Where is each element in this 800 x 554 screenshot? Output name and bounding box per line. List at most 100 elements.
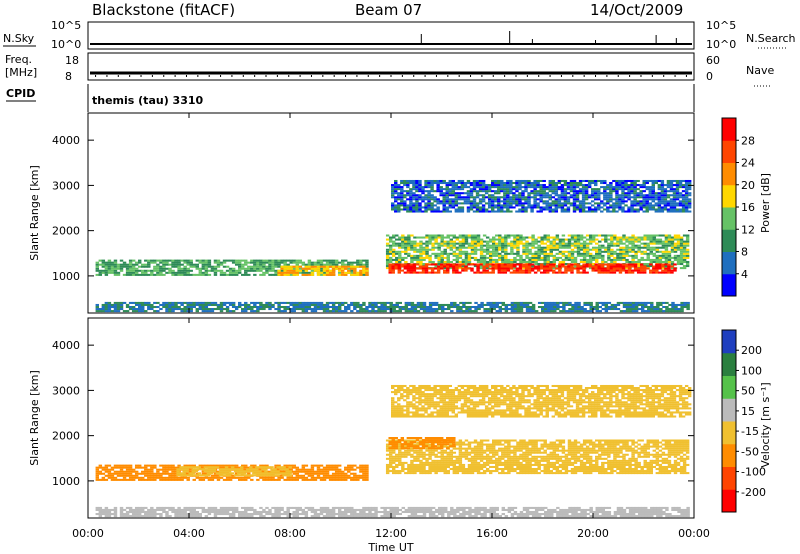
data-cell xyxy=(428,268,431,270)
data-cell xyxy=(671,257,674,259)
data-cell xyxy=(628,263,631,265)
data-cell xyxy=(688,188,691,190)
data-cell xyxy=(268,262,271,264)
data-cell xyxy=(586,302,589,304)
data-cell xyxy=(561,188,564,190)
data-cell xyxy=(208,310,211,312)
data-cell xyxy=(123,274,126,276)
data-cell xyxy=(399,308,402,310)
data-cell xyxy=(311,272,314,274)
data-cell xyxy=(443,204,446,206)
data-cell xyxy=(259,262,262,264)
data-cell xyxy=(344,266,347,268)
data-cell xyxy=(504,263,507,265)
data-cell xyxy=(607,272,610,274)
data-cell xyxy=(568,259,571,261)
data-cell xyxy=(598,234,601,236)
data-cell xyxy=(431,239,434,241)
data-cell xyxy=(570,270,573,272)
data-cell xyxy=(613,270,616,272)
data-cell xyxy=(332,306,335,308)
data-cell xyxy=(607,265,610,267)
data-cell xyxy=(552,182,555,184)
data-cell xyxy=(662,251,665,253)
data-cell xyxy=(491,263,494,265)
data-cell xyxy=(296,475,299,477)
data-cell xyxy=(621,188,624,190)
data-cell xyxy=(480,251,483,253)
data-cell xyxy=(371,302,374,304)
data-cell xyxy=(305,465,308,467)
data-cell xyxy=(395,268,398,270)
data-cell xyxy=(262,268,265,270)
data-cell xyxy=(430,180,433,182)
data-cell xyxy=(579,200,582,202)
data-cell xyxy=(603,192,606,194)
data-cell xyxy=(528,270,531,272)
data-cell xyxy=(616,263,619,265)
data-cell xyxy=(470,204,473,206)
data-cell xyxy=(543,180,546,182)
data-cell xyxy=(401,263,404,265)
data-cell xyxy=(595,243,598,245)
data-cell xyxy=(485,190,488,192)
data-cell xyxy=(461,180,464,182)
data-cell xyxy=(673,268,676,270)
data-cell xyxy=(486,243,489,245)
data-cell xyxy=(317,471,320,473)
data-cell xyxy=(635,306,638,308)
data-cell xyxy=(153,465,156,467)
data-cell xyxy=(217,262,220,264)
data-cell xyxy=(467,208,470,210)
data-cell xyxy=(443,192,446,194)
data-cell xyxy=(644,310,647,312)
data-cell xyxy=(205,268,208,270)
data-cell xyxy=(401,245,404,247)
data-cell xyxy=(570,184,573,186)
data-cell xyxy=(601,259,604,261)
data-cell xyxy=(393,306,396,308)
data-cell xyxy=(389,259,392,261)
data-cell xyxy=(520,306,523,308)
data-cell xyxy=(418,184,421,186)
data-cell xyxy=(365,260,368,262)
data-cell xyxy=(606,184,609,186)
data-cell xyxy=(253,264,256,266)
data-cell xyxy=(644,263,647,265)
data-cell xyxy=(555,268,558,270)
data-cell xyxy=(413,259,416,261)
data-cell xyxy=(470,190,473,192)
data-cell xyxy=(665,253,668,255)
data-cell xyxy=(525,237,528,239)
data-cell xyxy=(595,257,598,259)
data-cell xyxy=(129,306,132,308)
data-cell xyxy=(474,306,477,308)
data-cell xyxy=(670,208,673,210)
data-cell xyxy=(546,186,549,188)
data-cell xyxy=(613,234,616,236)
data-cell xyxy=(537,247,540,249)
data-cell xyxy=(486,249,489,251)
data-cell xyxy=(344,473,347,475)
data-cell xyxy=(509,190,512,192)
data-cell xyxy=(199,274,202,276)
data-cell xyxy=(444,243,447,245)
data-cell xyxy=(656,259,659,261)
data-cell xyxy=(625,263,628,265)
data-cell xyxy=(433,198,436,200)
data-cell xyxy=(129,473,132,475)
data-cell xyxy=(436,188,439,190)
data-cell xyxy=(655,270,658,272)
data-cell xyxy=(615,200,618,202)
data-cell xyxy=(576,190,579,192)
data-cell xyxy=(232,260,235,262)
data-cell xyxy=(522,239,525,241)
data-cell xyxy=(256,302,259,304)
data-cell xyxy=(416,261,419,263)
data-cell xyxy=(456,261,459,263)
data-cell xyxy=(177,479,180,481)
data-cell xyxy=(238,260,241,262)
data-cell xyxy=(634,245,637,247)
data-cell xyxy=(470,194,473,196)
data-cell xyxy=(317,475,320,477)
